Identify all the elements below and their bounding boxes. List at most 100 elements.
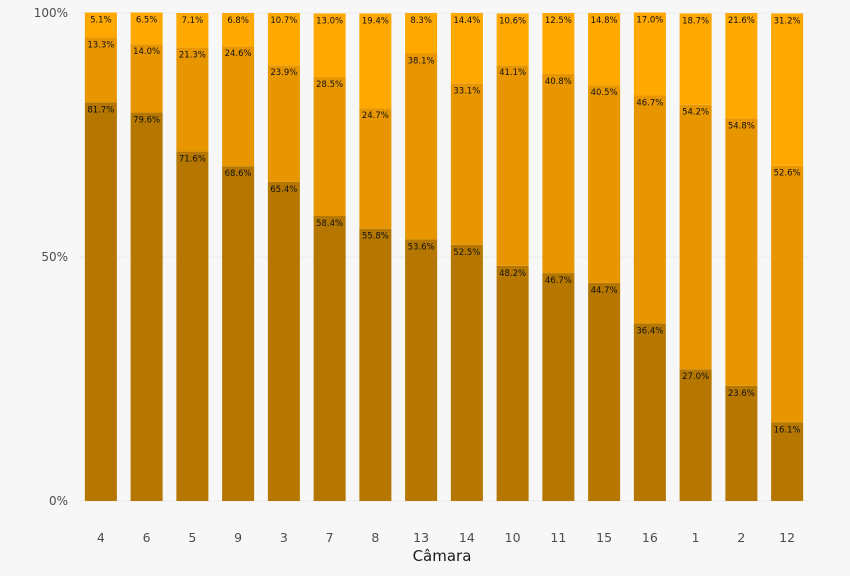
x-tick-label: 6 <box>143 530 151 545</box>
data-label: 5.1% <box>90 16 112 26</box>
data-label: 21.3% <box>179 51 206 61</box>
x-tick-label: 3 <box>280 530 288 545</box>
x-tick-label: 12 <box>779 530 795 545</box>
data-label: 55.8% <box>362 232 389 242</box>
x-tick-label: 10 <box>505 530 521 545</box>
bar-segment <box>725 118 758 386</box>
bar-segment <box>130 44 163 113</box>
data-label: 79.6% <box>133 116 160 126</box>
bar-segment <box>725 13 758 119</box>
data-labels: 81.7% 13.3% 5.1% 79.6% 14.0% 6.5% 71.6% 21.3% 7.… <box>87 16 800 436</box>
bar-segment <box>496 65 529 266</box>
bar-segment <box>542 74 575 274</box>
x-tick-label: 7 <box>326 530 334 545</box>
bar-segment <box>222 13 255 47</box>
bar-segment <box>84 102 117 501</box>
data-label: 52.5% <box>453 248 480 258</box>
bar-segment <box>679 13 712 105</box>
x-tick-label: 13 <box>413 530 429 545</box>
x-tick-label: 14 <box>459 530 475 545</box>
bar-segment <box>450 83 483 245</box>
data-label: 10.7% <box>270 16 297 26</box>
data-label: 31.2% <box>774 16 801 26</box>
x-axis-title: Câmara <box>413 547 472 565</box>
data-label: 6.8% <box>227 16 249 26</box>
bar-segment <box>313 216 346 501</box>
data-label: 10.6% <box>499 16 526 26</box>
data-label: 16.1% <box>774 425 801 435</box>
data-label: 13.0% <box>316 16 343 26</box>
y-tick-label: 50% <box>41 250 68 264</box>
bar-segment <box>313 76 346 217</box>
data-label: 33.1% <box>453 86 480 96</box>
data-label: 48.2% <box>499 269 526 279</box>
x-tick-label: 4 <box>97 530 105 545</box>
data-label: 7.1% <box>182 16 204 26</box>
data-label: 54.2% <box>682 108 709 118</box>
bar-segment <box>725 385 758 501</box>
data-label: 36.4% <box>636 326 663 336</box>
bar-segment <box>771 422 804 501</box>
x-tick-label: 8 <box>371 530 379 545</box>
x-tick-label: 1 <box>692 530 700 545</box>
x-tick-label: 9 <box>234 530 242 545</box>
x-tick-label: 11 <box>550 530 566 545</box>
bar-segment <box>450 13 483 84</box>
bar-segment <box>176 13 209 48</box>
data-label: 52.6% <box>774 169 801 179</box>
bar-segment <box>267 181 300 501</box>
bar-segment <box>588 13 621 86</box>
x-tick-label: 16 <box>642 530 658 545</box>
y-tick-label: 100% <box>34 6 68 20</box>
y-axis: 0% 50% 100% <box>34 6 68 508</box>
data-label: 41.1% <box>499 68 526 78</box>
bar-segment <box>359 228 392 502</box>
bar-segment <box>130 112 163 501</box>
x-tick-label: 15 <box>596 530 612 545</box>
bar-segment <box>633 323 666 501</box>
data-label: 40.5% <box>591 88 618 98</box>
bar-segment <box>450 244 483 502</box>
bar-segment <box>633 95 666 324</box>
bar-segment <box>771 165 804 423</box>
data-label: 17.0% <box>636 16 663 26</box>
y-tick-label: 0% <box>49 494 68 508</box>
bar-segment <box>679 369 712 501</box>
data-label: 12.5% <box>545 16 572 26</box>
data-label: 58.4% <box>316 219 343 229</box>
bar-segment <box>542 273 575 501</box>
data-label: 46.7% <box>545 276 572 286</box>
data-label: 53.6% <box>408 242 435 252</box>
data-label: 14.0% <box>133 47 160 57</box>
data-label: 8.3% <box>410 16 432 26</box>
bar-segment <box>222 46 255 167</box>
bar-segment <box>176 47 209 152</box>
data-label: 24.7% <box>362 111 389 121</box>
data-label: 21.6% <box>728 16 755 26</box>
bar-segment <box>405 53 438 240</box>
data-label: 18.7% <box>682 16 709 26</box>
x-tick-label: 5 <box>188 530 196 545</box>
bar-segment <box>359 108 392 229</box>
data-label: 27.0% <box>682 372 709 382</box>
bar-segment <box>130 12 163 45</box>
data-label: 81.7% <box>87 105 114 115</box>
data-label: 40.8% <box>545 77 572 87</box>
x-axis: 4 6 5 9 3 7 8 13 14 10 11 15 16 1 2 12 <box>97 530 795 545</box>
bar-segment <box>267 13 300 66</box>
bar-segment <box>84 37 117 103</box>
data-label: 19.4% <box>362 16 389 26</box>
data-label: 38.1% <box>408 57 435 67</box>
bar-segment <box>496 265 529 501</box>
bar-segment <box>359 13 392 109</box>
data-label: 6.5% <box>136 16 158 26</box>
bar-segment <box>405 13 438 54</box>
data-label: 14.4% <box>453 16 480 26</box>
data-label: 68.6% <box>225 169 252 179</box>
bar-segment <box>313 13 346 77</box>
data-label: 71.6% <box>179 155 206 165</box>
bar-segment <box>267 65 300 182</box>
bar-segment <box>633 12 666 96</box>
